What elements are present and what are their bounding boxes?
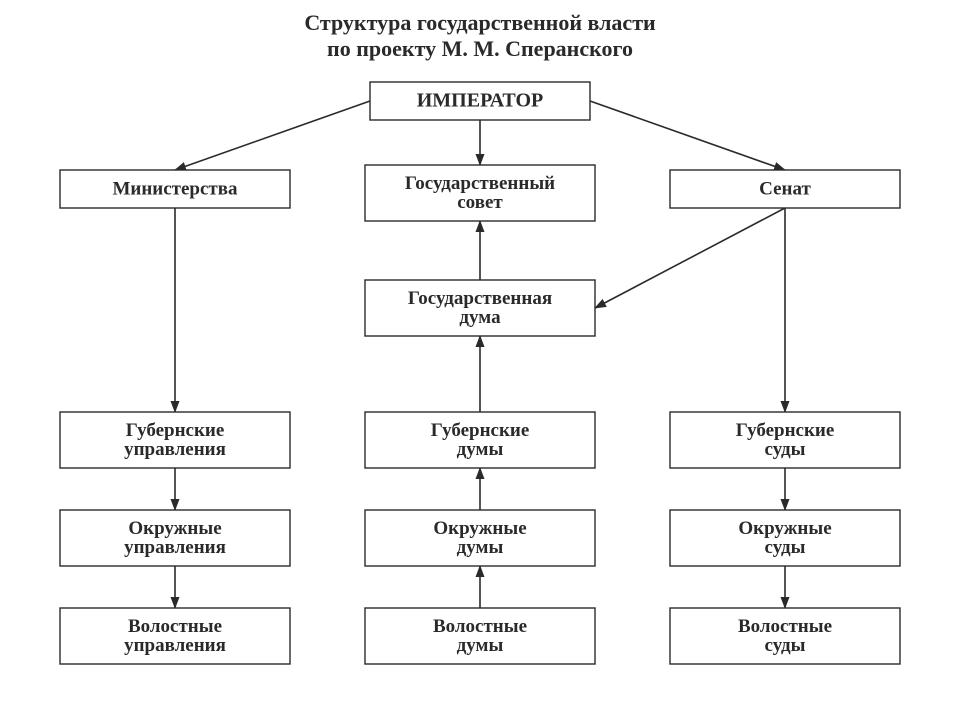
- node-label2-gub_upr: управления: [124, 439, 226, 460]
- node-okr_dum: Окружныедумы: [365, 510, 595, 566]
- node-label2-vol_upr: управления: [124, 635, 226, 656]
- node-label1-okr_dum: Окружные: [433, 518, 526, 539]
- diagram-title-line2: по проекту М. М. Сперанского: [327, 36, 633, 61]
- node-label1-gub_dum: Губернские: [431, 420, 530, 441]
- node-label2-gub_sud: суды: [765, 439, 806, 460]
- node-label1-council: Государственный: [405, 173, 555, 194]
- node-label-senate: Сенат: [759, 178, 811, 199]
- node-okr_sud: Окружныесуды: [670, 510, 900, 566]
- node-vol_sud: Волостныесуды: [670, 608, 900, 664]
- node-vol_upr: Волостныеуправления: [60, 608, 290, 664]
- node-label1-gub_sud: Губернские: [736, 420, 835, 441]
- node-label1-vol_sud: Волостные: [738, 616, 832, 637]
- node-label1-vol_upr: Волостные: [128, 616, 222, 637]
- node-label2-duma: дума: [459, 307, 501, 328]
- node-label1-vol_dum: Волостные: [433, 616, 527, 637]
- node-gub_sud: Губернскиесуды: [670, 412, 900, 468]
- node-label2-okr_sud: суды: [765, 537, 806, 558]
- node-label2-gub_dum: думы: [457, 439, 504, 460]
- node-label2-council: совет: [457, 192, 503, 213]
- node-label1-okr_sud: Окружные: [738, 518, 831, 539]
- edge-emperor-to-ministries: [175, 101, 370, 170]
- node-label-emperor: ИМПЕРАТОР: [417, 90, 544, 112]
- edge-senate-to-duma: [595, 208, 785, 308]
- node-gub_dum: Губернскиедумы: [365, 412, 595, 468]
- node-duma: Государственнаядума: [365, 280, 595, 336]
- node-senate: Сенат: [670, 170, 900, 208]
- node-label1-duma: Государственная: [408, 288, 552, 309]
- node-emperor: ИМПЕРАТОР: [370, 82, 590, 120]
- node-vol_dum: Волостныедумы: [365, 608, 595, 664]
- node-council: Государственныйсовет: [365, 165, 595, 221]
- node-label-ministries: Министерства: [112, 178, 238, 199]
- node-label2-okr_dum: думы: [457, 537, 504, 558]
- edge-emperor-to-senate: [590, 101, 785, 170]
- node-gub_upr: Губернскиеуправления: [60, 412, 290, 468]
- node-label1-gub_upr: Губернские: [126, 420, 225, 441]
- speransky-government-structure-diagram: Структура государственной власти по прое…: [0, 0, 960, 720]
- node-label2-okr_upr: управления: [124, 537, 226, 558]
- node-okr_upr: Окружныеуправления: [60, 510, 290, 566]
- diagram-title-line1: Структура государственной власти: [304, 10, 656, 35]
- node-label2-vol_dum: думы: [457, 635, 504, 656]
- node-ministries: Министерства: [60, 170, 290, 208]
- node-label1-okr_upr: Окружные: [128, 518, 221, 539]
- node-label2-vol_sud: суды: [765, 635, 806, 656]
